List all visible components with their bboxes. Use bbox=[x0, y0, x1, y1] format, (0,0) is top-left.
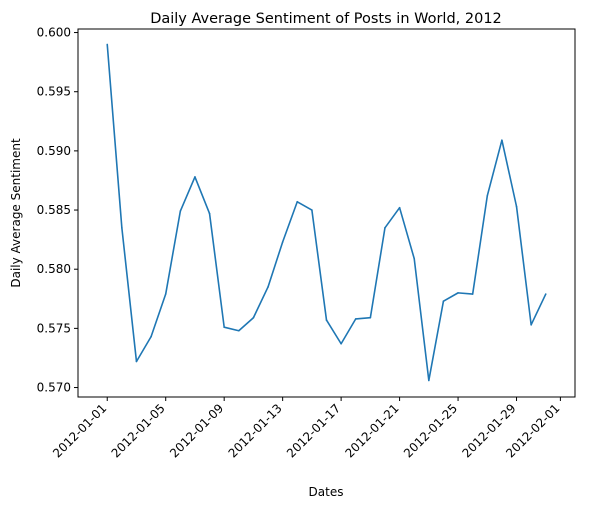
data-point bbox=[223, 326, 225, 328]
data-point bbox=[267, 286, 269, 288]
x-tick-label: 2012-01-17 bbox=[284, 401, 343, 460]
data-point bbox=[325, 319, 328, 321]
data-point bbox=[515, 205, 518, 208]
x-axis-label: Dates bbox=[309, 485, 344, 499]
data-point bbox=[194, 176, 196, 178]
y-tick-label: 0.580 bbox=[37, 262, 71, 276]
data-point bbox=[530, 324, 532, 326]
x-tick-label: 2012-01-01 bbox=[50, 401, 109, 460]
x-axis-ticks: 2012-01-01 2012-01-05 2012-01-09 2012-01-13… bbox=[50, 397, 563, 460]
data-point bbox=[296, 200, 299, 203]
y-axis-ticks: 0.570 0.575 0.580 0.585 0.590 0.595 0.600 bbox=[37, 26, 78, 395]
data-point bbox=[311, 209, 313, 211]
y-tick-label: 0.570 bbox=[37, 381, 71, 395]
x-tick-label: 2012-01-05 bbox=[109, 401, 168, 460]
data-point bbox=[179, 210, 182, 213]
data-point bbox=[121, 226, 123, 229]
y-tick-label: 0.575 bbox=[37, 321, 71, 335]
x-tick-label: 2012-01-25 bbox=[401, 401, 460, 460]
data-point bbox=[354, 318, 357, 320]
data-point bbox=[135, 360, 138, 363]
y-tick-label: 0.590 bbox=[37, 144, 71, 158]
data-point bbox=[340, 342, 342, 345]
chart-title: Daily Average Sentiment of Posts in Worl… bbox=[150, 11, 502, 27]
data-point bbox=[398, 206, 401, 209]
data-point bbox=[164, 293, 167, 295]
data-point bbox=[457, 292, 459, 294]
data-point bbox=[413, 257, 416, 260]
y-tick-label: 0.585 bbox=[37, 203, 71, 217]
data-point bbox=[208, 212, 211, 215]
x-tick-label: 2012-01-09 bbox=[167, 401, 226, 460]
data-point bbox=[471, 293, 474, 295]
plot-area-frame bbox=[77, 28, 576, 398]
data-point bbox=[384, 226, 386, 229]
data-point bbox=[281, 241, 284, 243]
data-point bbox=[544, 293, 547, 295]
y-tick-label: 0.600 bbox=[37, 26, 71, 40]
data-point bbox=[501, 139, 503, 142]
data-point bbox=[442, 300, 445, 302]
data-point bbox=[106, 43, 109, 46]
data-point bbox=[252, 316, 255, 319]
x-tick-label: 2012-01-21 bbox=[342, 401, 401, 460]
data-point bbox=[428, 379, 430, 382]
x-tick-label: 2012-01-13 bbox=[226, 401, 285, 460]
data-point bbox=[150, 335, 152, 338]
series-line bbox=[106, 44, 547, 382]
data-point bbox=[237, 329, 240, 332]
series-layer bbox=[106, 43, 547, 382]
data-point bbox=[369, 316, 372, 319]
y-axis-label: Daily Average Sentiment bbox=[9, 138, 23, 288]
y-tick-label: 0.595 bbox=[37, 85, 71, 99]
data-point bbox=[486, 195, 489, 197]
